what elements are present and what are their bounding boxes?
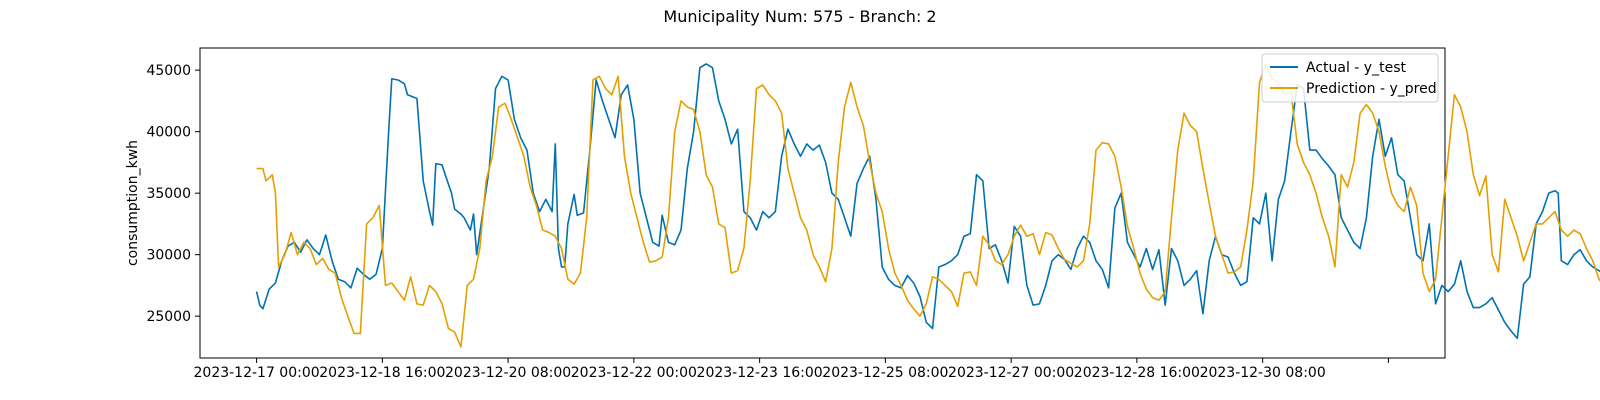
y-tick-label: 30000: [146, 248, 191, 264]
x-tick-label: 2023-12-22 00:00: [571, 365, 697, 381]
legend-entry: Actual - y_test: [1306, 60, 1406, 76]
y-tick-label: 25000: [146, 309, 191, 325]
plot-frame: [199, 47, 1446, 359]
y-axis: 25000 30000 35000 40000 45000: [146, 63, 200, 325]
legend-box: [1261, 53, 1439, 103]
x-tick-label: 2023-12-17 00:00: [194, 365, 320, 381]
chart-title: Municipality Num: 575 - Branch: 2: [663, 7, 936, 26]
legend-entry: Prediction - y_pred: [1306, 81, 1437, 97]
x-tick-label: 2023-12-20 08:00: [445, 365, 571, 381]
y-axis-label: consumption_kwh: [125, 140, 141, 266]
y-tick-label: 45000: [146, 63, 191, 79]
x-tick-label: 2023-12-23 16:00: [697, 365, 823, 381]
x-axis: 2023-12-17 00:00 2023-12-18 16:00 2023-12-…: [194, 358, 1389, 381]
series-layer: [255, 63, 1600, 348]
x-tick-label: 2023-12-25 08:00: [822, 365, 948, 381]
plot-area: [199, 47, 1446, 359]
x-tick-label: 2023-12-30 08:00: [1200, 365, 1326, 381]
legend: Actual - y_test Prediction - y_pred: [1261, 53, 1439, 103]
x-tick-label: 2023-12-28 16:00: [1074, 365, 1200, 381]
x-tick-label: 2023-12-18 16:00: [319, 365, 445, 381]
y-tick-label: 40000: [146, 125, 191, 141]
x-tick-label: 2023-12-27 00:00: [948, 365, 1074, 381]
series-line-prediction: [256, 63, 1600, 348]
y-tick-label: 35000: [146, 186, 191, 202]
